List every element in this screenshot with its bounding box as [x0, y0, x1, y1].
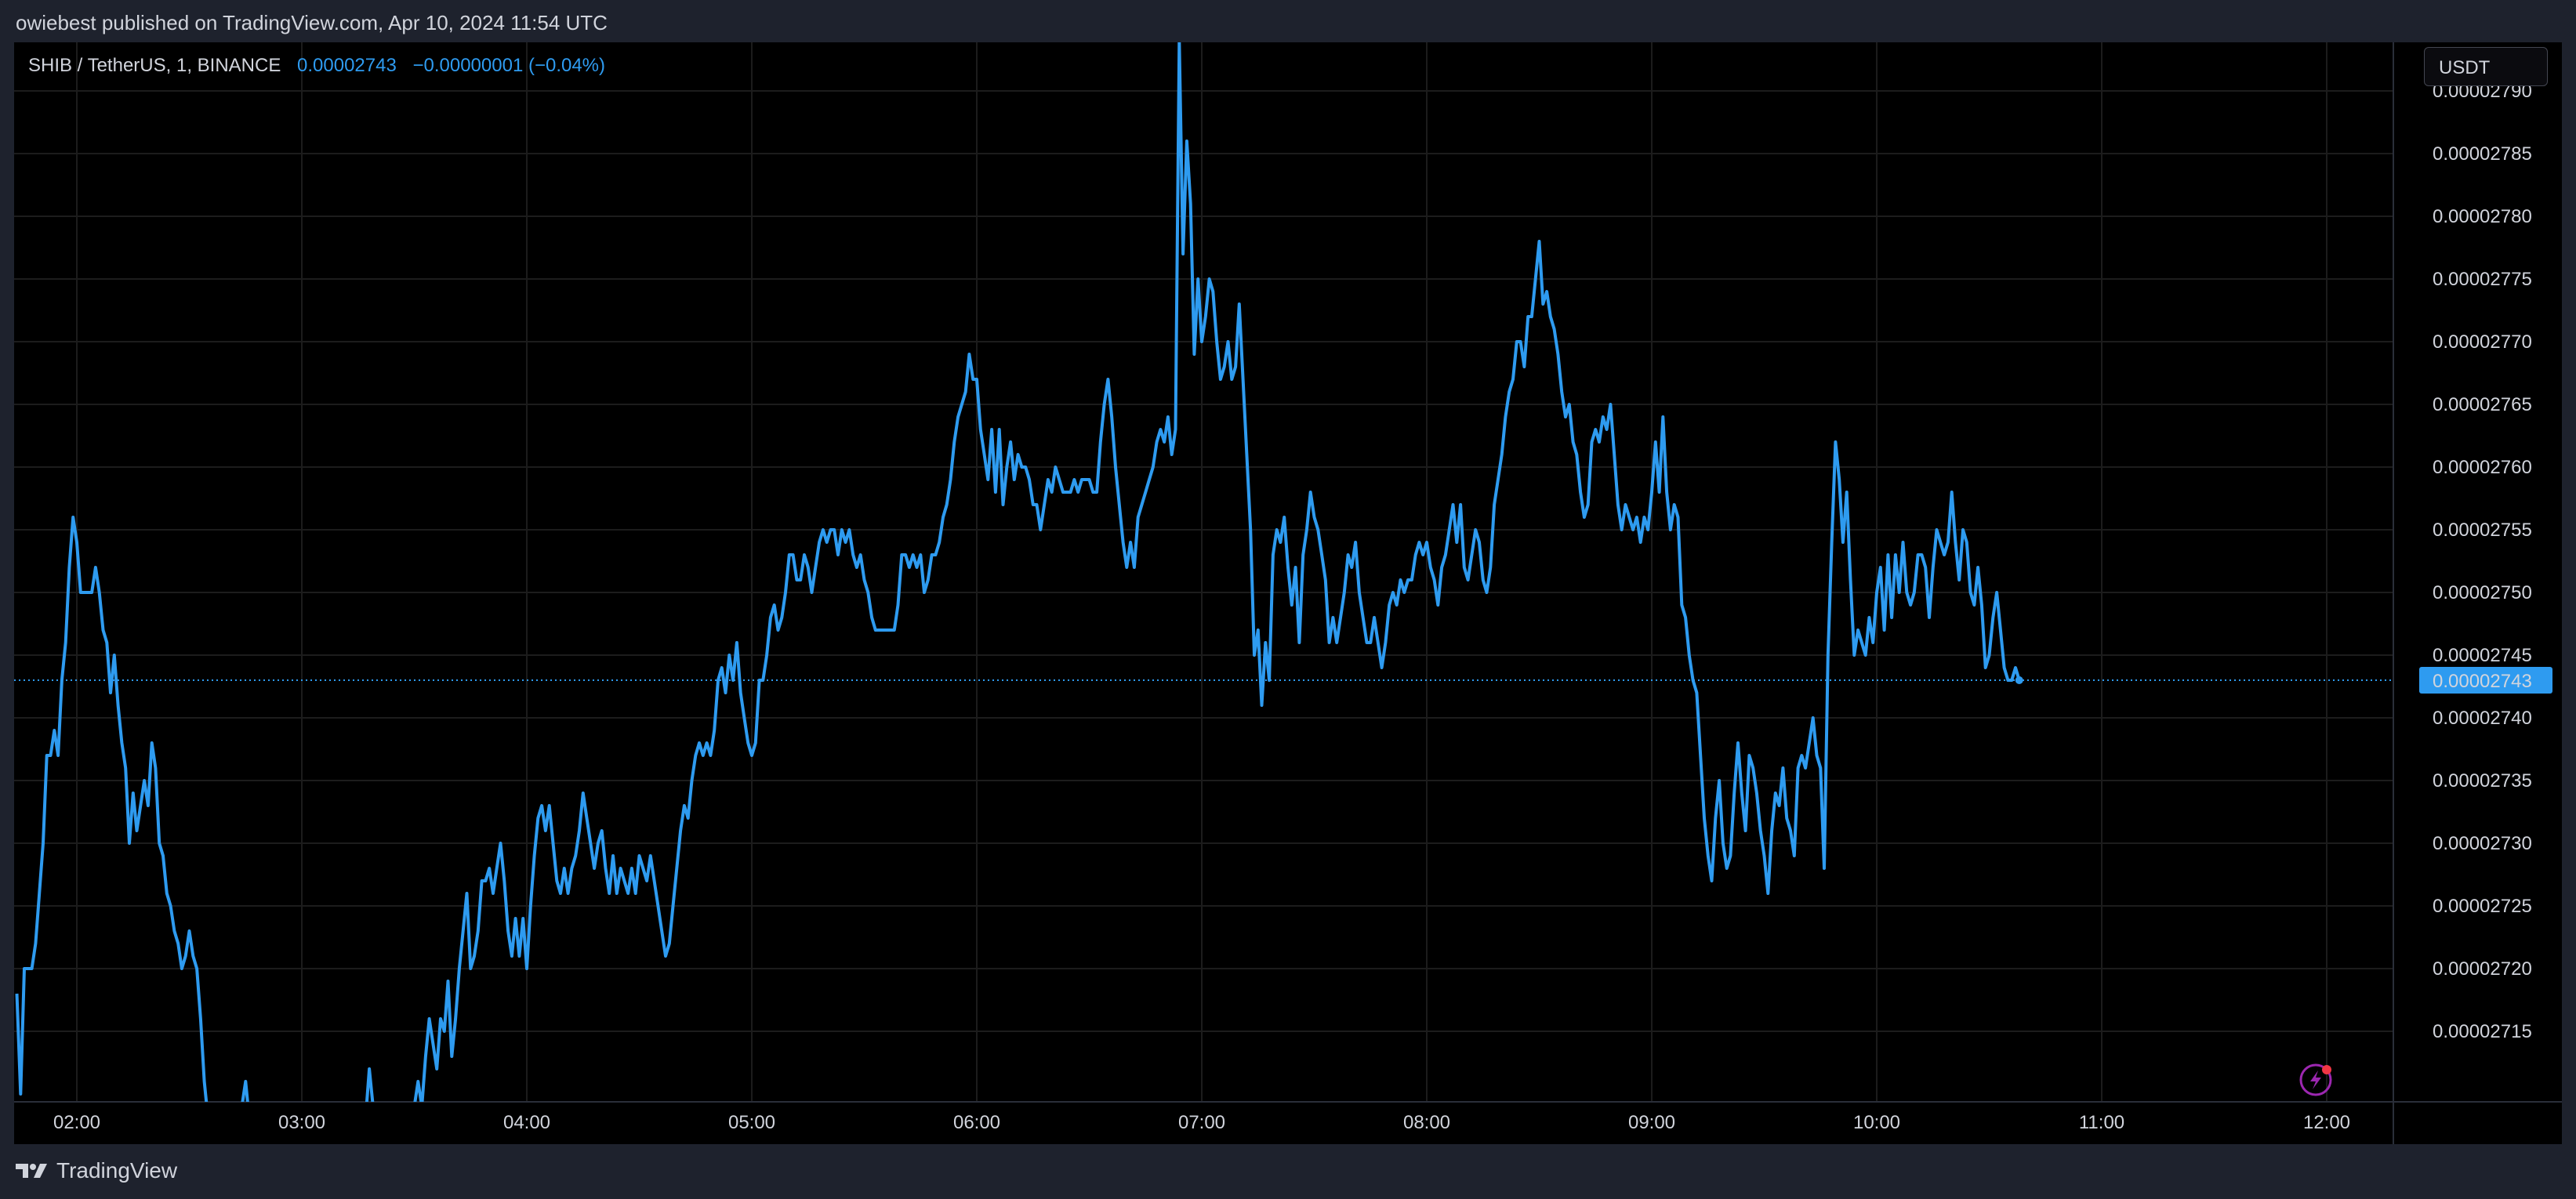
x-tick-label: 03:00 — [278, 1112, 325, 1133]
axes — [14, 42, 2562, 1144]
currency-button[interactable]: USDT — [2424, 47, 2548, 86]
y-tick-label: 0.00002765 — [2433, 394, 2532, 415]
y-tick-label: 0.00002770 — [2433, 331, 2532, 353]
x-tick-label: 09:00 — [1628, 1112, 1675, 1133]
y-tick-label: 0.00002785 — [2433, 143, 2532, 165]
price-change: −0.00000001 (−0.04%) — [412, 55, 606, 76]
last-price-badge — [2419, 667, 2552, 694]
price-chart[interactable]: 0.00002715 0.00002720 0.00002725 0.00002730… — [14, 42, 2562, 1144]
x-tick-label: 06:00 — [953, 1112, 1000, 1133]
x-tick-label: 07:00 — [1178, 1112, 1225, 1133]
y-tick-label: 0.00002740 — [2433, 708, 2532, 729]
lightning-icon[interactable] — [2299, 1063, 2332, 1096]
x-tick-label: 05:00 — [728, 1112, 775, 1133]
price-scale[interactable]: 0.00002715 0.00002720 0.00002725 0.00002730… — [2433, 81, 2532, 1042]
y-tick-label: 0.00002715 — [2433, 1021, 2532, 1042]
last-price-marker: 0.00002743 — [14, 667, 2552, 694]
y-tick-label: 0.00002725 — [2433, 896, 2532, 917]
symbol-label[interactable]: SHIB / TetherUS, 1, BINANCE — [28, 55, 281, 76]
last-price-label: 0.00002743 — [2433, 671, 2532, 692]
y-tick-label: 0.00002750 — [2433, 582, 2532, 603]
x-tick-label: 10:00 — [1853, 1112, 1900, 1133]
footer-brand-label: TradingView — [56, 1158, 178, 1183]
price-line-series — [15, 42, 2021, 1102]
x-tick-label: 04:00 — [503, 1112, 550, 1133]
tradingview-logo-icon — [16, 1164, 47, 1178]
last-value: 0.00002743 — [297, 55, 397, 76]
chart-legend: SHIB / TetherUS, 1, BINANCE 0.00002743 −… — [28, 55, 605, 77]
y-tick-label: 0.00002730 — [2433, 833, 2532, 854]
publish-info-text: owiebest published on TradingView.com, A… — [16, 11, 608, 34]
x-tick-label: 08:00 — [1403, 1112, 1450, 1133]
x-tick-label: 12:00 — [2303, 1112, 2350, 1133]
time-scale[interactable]: 02:00 03:00 04:00 05:00 06:00 07:00 08:00 09:00… — [53, 1112, 2350, 1133]
last-price-dot — [2015, 676, 2023, 684]
y-tick-label: 0.00002735 — [2433, 770, 2532, 791]
y-tick-label: 0.00002775 — [2433, 269, 2532, 290]
y-tick-label: 0.00002780 — [2433, 206, 2532, 227]
y-tick-label: 0.00002720 — [2433, 958, 2532, 980]
x-tick-label: 02:00 — [53, 1112, 100, 1133]
y-tick-label: 0.00002745 — [2433, 645, 2532, 666]
y-tick-label: 0.00002760 — [2433, 457, 2532, 478]
chart-pane[interactable]: 0.00002715 0.00002720 0.00002725 0.00002730… — [14, 42, 2562, 1144]
grid — [14, 42, 2393, 1102]
x-tick-label: 11:00 — [2079, 1112, 2124, 1133]
footer-brand[interactable]: TradingView — [16, 1158, 177, 1183]
y-tick-label: 0.00002755 — [2433, 520, 2532, 541]
series-layer — [15, 42, 2021, 1102]
